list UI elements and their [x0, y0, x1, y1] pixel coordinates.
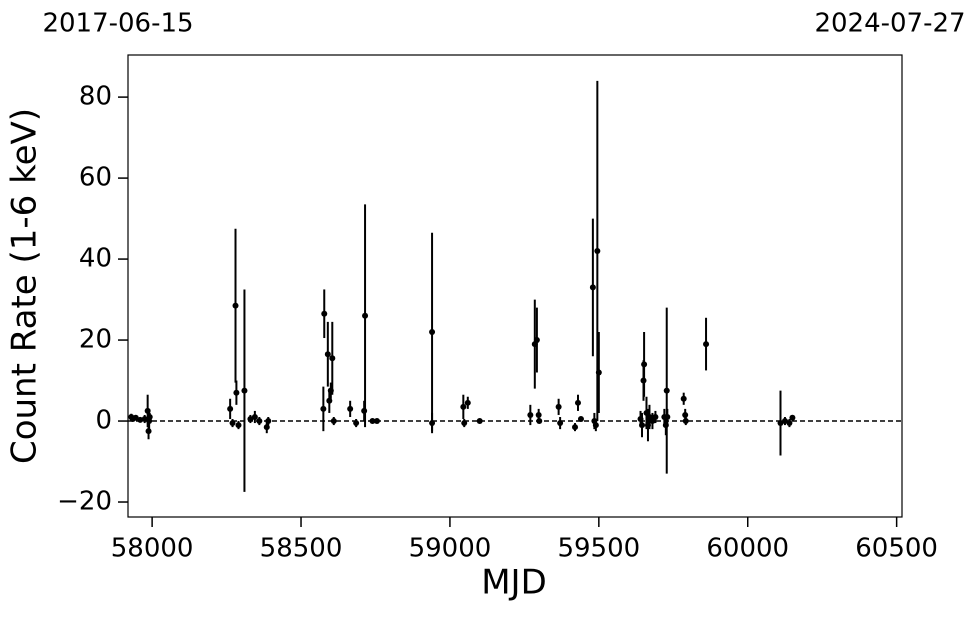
data-point — [533, 337, 540, 344]
plot-frame — [127, 54, 903, 518]
data-point — [476, 418, 483, 425]
data-point — [263, 424, 270, 431]
data-point — [786, 420, 793, 427]
y-tick-label: 0 — [95, 406, 112, 436]
data-point — [682, 418, 689, 425]
data-point — [227, 405, 234, 412]
data-point — [789, 414, 796, 421]
data-point — [595, 369, 602, 376]
data-point — [589, 284, 596, 291]
x-tick-label: 59500 — [557, 534, 640, 564]
data-point — [703, 341, 710, 348]
data-point — [141, 416, 148, 423]
start-date-label: 2017-06-15 — [42, 9, 193, 39]
data-point — [256, 418, 263, 425]
data-point — [373, 418, 380, 425]
data-point — [146, 413, 153, 420]
data-point — [594, 247, 601, 254]
data-point — [663, 387, 670, 394]
data-point — [320, 405, 327, 412]
data-point — [572, 424, 579, 431]
data-point — [557, 420, 564, 427]
data-point — [324, 351, 331, 358]
data-point — [527, 411, 534, 418]
data-point — [137, 416, 144, 423]
data-point — [232, 302, 239, 309]
data-point — [241, 387, 248, 394]
data-point — [680, 395, 687, 402]
x-tick-label: 60000 — [706, 534, 789, 564]
data-point — [577, 416, 584, 423]
data-point — [777, 420, 784, 427]
data-point — [233, 389, 240, 396]
data-point — [132, 414, 139, 421]
data-point — [326, 397, 333, 404]
data-point — [362, 312, 369, 319]
end-date-label: 2024-07-27 — [814, 9, 965, 39]
data-point — [460, 403, 467, 410]
data-point — [330, 418, 337, 425]
data-point — [369, 418, 376, 425]
x-tick-label: 58000 — [111, 534, 194, 564]
data-point — [555, 403, 562, 410]
data-point — [464, 399, 471, 406]
x-tick-label: 58500 — [260, 534, 343, 564]
data-point — [265, 418, 272, 425]
data-point — [664, 413, 671, 420]
data-point — [536, 418, 543, 425]
data-point — [461, 420, 468, 427]
data-point — [592, 422, 599, 429]
x-tick-label: 60500 — [855, 534, 938, 564]
data-point — [229, 420, 236, 427]
data-point — [251, 413, 258, 420]
data-point — [641, 361, 648, 368]
x-tick-label: 59000 — [409, 534, 492, 564]
data-point — [329, 355, 336, 362]
data-point — [235, 422, 242, 429]
data-point — [682, 411, 689, 418]
data-point — [429, 328, 436, 335]
data-point — [429, 420, 436, 427]
y-tick-label: −20 — [57, 487, 112, 517]
y-axis-label: Count Rate (1-6 keV) — [5, 108, 45, 464]
data-point — [321, 310, 328, 317]
y-tick-label: 40 — [79, 244, 112, 274]
data-point — [781, 418, 788, 425]
data-point — [574, 399, 581, 406]
y-tick-label: 60 — [79, 163, 112, 193]
data-point — [535, 411, 542, 418]
x-axis-label: MJD — [481, 563, 547, 603]
data-point — [353, 420, 360, 427]
data-point — [639, 422, 646, 429]
y-tick-label: 80 — [79, 82, 112, 112]
data-point — [347, 405, 354, 412]
data-point — [652, 413, 659, 420]
y-tick-label: 20 — [79, 325, 112, 355]
data-point — [247, 416, 254, 423]
